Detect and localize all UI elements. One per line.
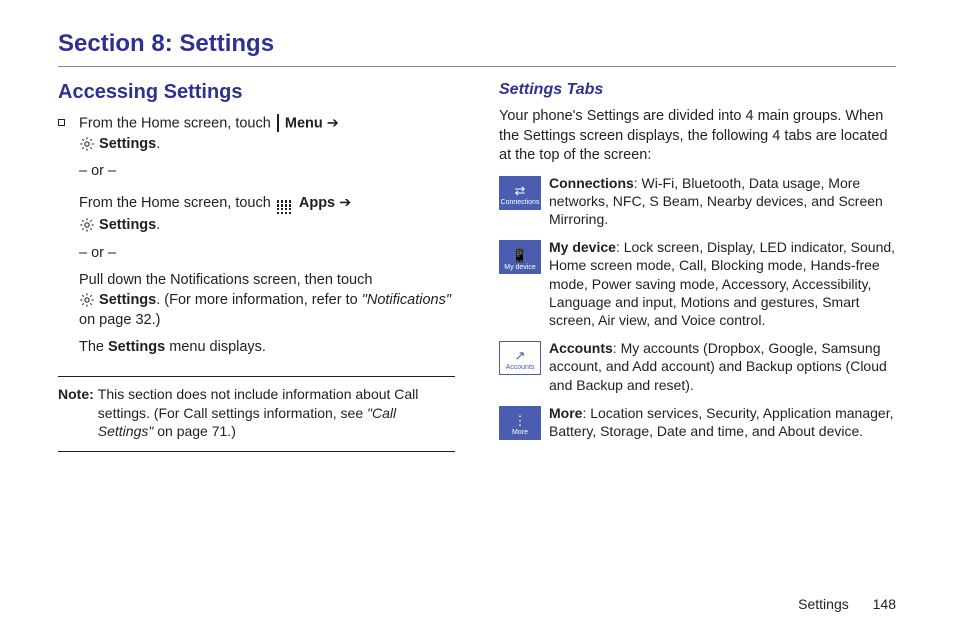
text: on page 71.) — [153, 423, 236, 439]
tab-row: 📱My deviceMy device: Lock screen, Displa… — [499, 238, 896, 329]
note-rule-top — [58, 376, 455, 377]
arrow: ➔ — [323, 116, 339, 132]
gear-icon — [79, 292, 95, 308]
apps-icon — [277, 190, 293, 217]
note-label: Note: — [58, 385, 94, 442]
tabs-list: ⇄ConnectionsConnections: Wi-Fi, Bluetoot… — [499, 174, 896, 440]
square-bullet-icon — [58, 119, 65, 126]
tab-glyph-icon: ⋮ — [514, 414, 527, 427]
tab-description: More: Location services, Security, Appli… — [549, 404, 896, 440]
page-number: 148 — [873, 596, 896, 612]
settings-label: Settings — [99, 292, 156, 308]
gear-icon — [79, 136, 95, 152]
tab-icon-accounts: ↗Accounts — [499, 341, 541, 375]
text: From the Home screen, touch — [79, 195, 275, 211]
note-text: This section does not include informatio… — [98, 385, 455, 442]
title-rule — [58, 66, 896, 67]
step-2: From the Home screen, touch Apps ➔ Setti… — [79, 190, 455, 236]
tab-icon-label: Connections — [501, 198, 540, 207]
or-divider: – or – — [79, 244, 455, 264]
menu-label: Menu — [285, 116, 323, 132]
two-column-layout: Accessing Settings From the Home screen,… — [58, 79, 896, 460]
tab-glyph-icon: 📱 — [512, 249, 528, 262]
tab-title: Connections — [549, 175, 634, 191]
reference-link: "Notifications" — [362, 292, 451, 308]
tab-description: My device: Lock screen, Display, LED ind… — [549, 238, 896, 329]
tab-description: Accounts: My accounts (Dropbox, Google, … — [549, 339, 896, 394]
settings-label: Settings — [108, 339, 165, 355]
arrow: ➔ — [335, 195, 351, 211]
tab-glyph-icon: ↗ — [515, 349, 526, 362]
tab-row: ↗AccountsAccounts: My accounts (Dropbox,… — [499, 339, 896, 394]
section-title: Section 8: Settings — [58, 28, 896, 60]
note-rule-bottom — [58, 451, 455, 452]
footer-label: Settings — [798, 596, 849, 612]
tab-icon-connections: ⇄Connections — [499, 176, 541, 210]
tab-icon-my-device: 📱My device — [499, 240, 541, 274]
settings-label: Settings — [99, 136, 156, 152]
tab-title: More — [549, 405, 582, 421]
tab-icon-more: ⋮More — [499, 406, 541, 440]
bullet-content: From the Home screen, touch Menu ➔ Setti… — [79, 114, 455, 365]
tab-description: Connections: Wi-Fi, Bluetooth, Data usag… — [549, 174, 896, 229]
tab-row: ⋮MoreMore: Location services, Security, … — [499, 404, 896, 440]
or-divider: – or – — [79, 162, 455, 182]
step-3: Pull down the Notifications screen, then… — [79, 271, 455, 330]
text: Pull down the Notifications screen, then… — [79, 272, 372, 288]
text: . — [156, 217, 160, 233]
tab-title: Accounts — [549, 340, 613, 356]
text: From the Home screen, touch — [79, 116, 275, 132]
settings-label: Settings — [99, 217, 156, 233]
page-footer: Settings 148 — [798, 595, 896, 614]
tab-title: My device — [549, 239, 616, 255]
bullet-item: From the Home screen, touch Menu ➔ Setti… — [58, 114, 455, 365]
text: : Location services, Security, Applicati… — [549, 405, 893, 439]
tab-row: ⇄ConnectionsConnections: Wi-Fi, Bluetoot… — [499, 174, 896, 229]
settings-tabs-heading: Settings Tabs — [499, 79, 896, 101]
result-text: The Settings menu displays. — [79, 338, 455, 358]
left-column: Accessing Settings From the Home screen,… — [58, 79, 455, 460]
text: on page 32.) — [79, 312, 160, 328]
text: menu displays. — [165, 339, 266, 355]
accessing-settings-heading: Accessing Settings — [58, 79, 455, 106]
step-1: From the Home screen, touch Menu ➔ Setti… — [79, 114, 455, 154]
tab-glyph-icon: ⇄ — [515, 184, 526, 197]
gear-icon — [79, 217, 95, 233]
text: . (For more information, refer to — [156, 292, 361, 308]
right-column: Settings Tabs Your phone's Settings are … — [499, 79, 896, 460]
intro-text: Your phone's Settings are divided into 4… — [499, 107, 896, 166]
tab-icon-label: My device — [504, 263, 536, 272]
tab-icon-label: More — [512, 428, 528, 437]
text: . — [156, 136, 160, 152]
menu-icon — [277, 114, 279, 134]
apps-label: Apps — [299, 195, 335, 211]
note-block: Note: This section does not include info… — [58, 385, 455, 442]
tab-icon-label: Accounts — [506, 363, 535, 372]
text: The — [79, 339, 108, 355]
